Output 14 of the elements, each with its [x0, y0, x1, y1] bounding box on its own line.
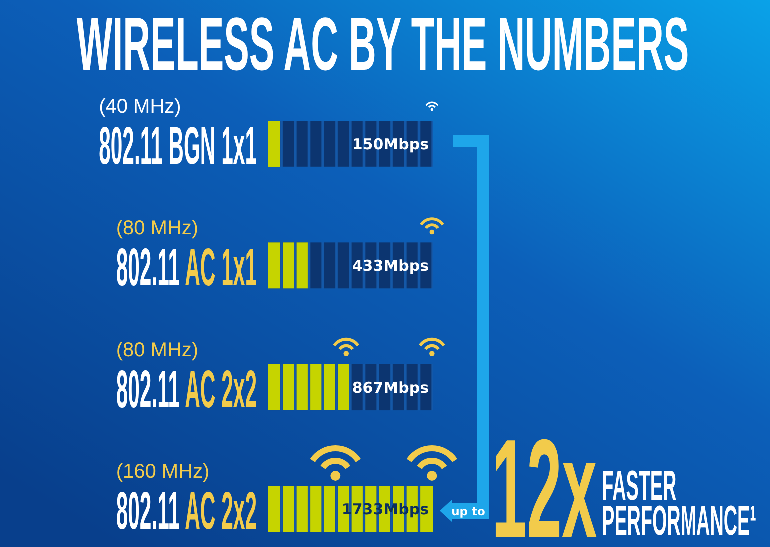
data-label: 150Mbps [352, 135, 430, 154]
y-tick-label: (80 MHz) 802.11 AC 2x2 [116, 339, 257, 420]
bar [268, 242, 310, 289]
y-tick-label: (40 MHz) 802.11 BGN 1x1 [99, 96, 257, 176]
bar [268, 121, 282, 167]
text: FASTER PERFORMANCE¹ [602, 462, 756, 544]
text: up to [452, 504, 486, 519]
data-label: 867Mbps [352, 378, 430, 397]
y-tick-label: (80 MHz) 802.11 AC 1x1 [116, 218, 257, 298]
y-tick-label: (160 MHz) 802.11 AC 2x2 [116, 461, 257, 541]
data-label: 433Mbps [352, 257, 430, 276]
text: 12x [492, 412, 598, 547]
chart-title: WIRELESS AC BY THE NUMBERS [76, 2, 690, 86]
bar [268, 364, 351, 410]
